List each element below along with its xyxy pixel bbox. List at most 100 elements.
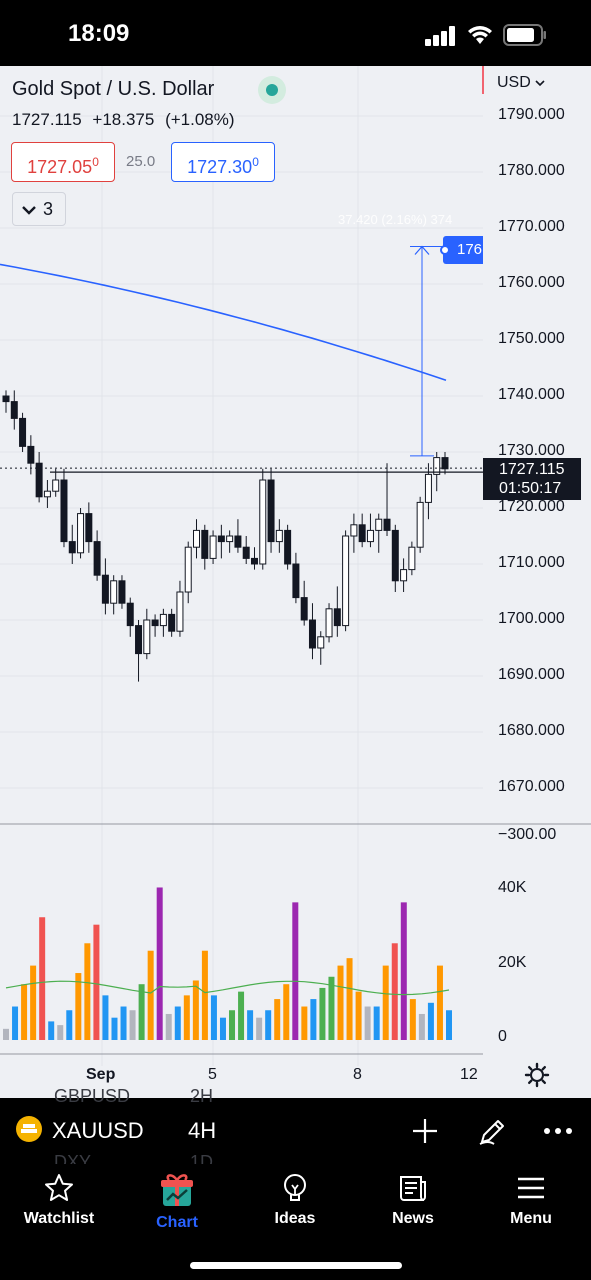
change-abs: +18.375: [92, 110, 155, 129]
candle-body: [201, 529, 209, 559]
candle-body: [234, 535, 242, 548]
candle-body: [383, 518, 391, 531]
chart-area[interactable]: Gold Spot / U.S. Dollar 1727.115 +18.375…: [0, 66, 591, 1098]
price-axis-tick: 1740.000: [498, 386, 565, 403]
gift-chart-icon: [161, 1174, 193, 1206]
candle-body: [143, 619, 151, 655]
volume-bar: [247, 1010, 254, 1040]
tab-chart[interactable]: Chart: [127, 1172, 227, 1236]
ask-price: 1727.30: [187, 157, 253, 177]
candle-body: [308, 619, 316, 649]
gold-bars-icon: [16, 1116, 42, 1142]
volume-bar: [400, 902, 407, 1040]
gear-icon[interactable]: [524, 1062, 550, 1088]
tab-menu[interactable]: Menu: [481, 1172, 581, 1236]
volume-bar: [409, 999, 416, 1040]
moving-average-line: [0, 263, 447, 382]
candle-body: [68, 541, 76, 554]
volume-bar: [21, 984, 28, 1040]
wifi-icon: [468, 26, 492, 44]
candle-body: [2, 395, 10, 403]
candle-body: [77, 513, 85, 554]
volume-bar: [102, 995, 109, 1040]
tab-label: News: [392, 1210, 434, 1227]
interval[interactable]: 4H: [188, 1118, 217, 1143]
candle-body: [52, 479, 60, 492]
volume-bar: [328, 976, 335, 1040]
candle-body: [292, 563, 300, 599]
time-axis-tick: 12: [460, 1066, 478, 1083]
volume-bar: [229, 1010, 236, 1040]
candle-body: [226, 535, 234, 543]
price-axis-tick: 1710.000: [498, 554, 565, 571]
candle-body: [35, 462, 43, 498]
candle-body: [135, 625, 143, 655]
volume-bar: [436, 965, 443, 1040]
tab-label: Watchlist: [23, 1210, 95, 1227]
symbol-title[interactable]: Gold Spot / U.S. Dollar: [12, 78, 215, 100]
volume-bar: [39, 917, 46, 1040]
candle-body: [424, 473, 432, 503]
pencil-icon[interactable]: [478, 1116, 508, 1146]
candle-body: [10, 401, 18, 419]
indicators-toggle-button[interactable]: 3: [12, 192, 66, 226]
volume-bar: [210, 995, 217, 1040]
volume-bar: [183, 995, 190, 1040]
chevron-down-icon: [22, 206, 36, 215]
volume-bar: [274, 999, 281, 1040]
price-axis-tick: 1700.000: [498, 610, 565, 627]
buy-button[interactable]: 1727.300: [171, 142, 275, 182]
candle-body: [375, 518, 383, 531]
current-price-value: 1727.115: [499, 461, 565, 478]
volume-bar: [165, 1013, 172, 1040]
interval-picker-prev[interactable]: 2H: [190, 1086, 214, 1106]
candle-body: [433, 457, 441, 475]
measure-label: 37.420 (2.16%) 374: [338, 212, 453, 227]
candle-body: [391, 529, 399, 582]
volume-bar: [355, 991, 362, 1040]
symbol-bar: GBPUSD 2H DXY 1D XAUUSD 4H: [0, 1086, 591, 1172]
volume-bar: [427, 1002, 434, 1040]
hamburger-icon: [518, 1177, 544, 1199]
price-axis-tick: 1770.000: [498, 218, 565, 235]
target-handle[interactable]: [440, 245, 450, 255]
tab-ideas[interactable]: Ideas: [245, 1172, 345, 1236]
time-axis-tick: Sep: [86, 1066, 116, 1083]
volume-bar: [346, 958, 353, 1040]
candle-body: [333, 608, 341, 627]
candle-body: [110, 580, 118, 604]
more-icon[interactable]: [543, 1116, 573, 1146]
tab-label: Ideas: [274, 1210, 316, 1227]
candle-body: [193, 529, 201, 548]
candle-body: [250, 557, 258, 565]
candle-body: [350, 524, 358, 537]
tab-watchlist[interactable]: Watchlist: [9, 1172, 109, 1236]
volume-bar: [12, 1006, 19, 1040]
tab-news[interactable]: News: [363, 1172, 463, 1236]
candle-body: [416, 501, 424, 548]
candle-body: [259, 479, 267, 565]
plus-icon[interactable]: [410, 1116, 440, 1146]
last-price: 1727.115: [12, 110, 82, 129]
volume-bar: [120, 1006, 127, 1040]
candle-body: [358, 524, 366, 543]
candle-body: [118, 580, 126, 604]
volume-bar: [382, 965, 389, 1040]
symbol-name[interactable]: XAUUSD: [52, 1118, 144, 1143]
sell-button[interactable]: 1727.050: [11, 142, 115, 182]
tab-bar: Watchlist Chart Ideas News Menu: [0, 1164, 591, 1280]
volume-bar: [256, 1017, 263, 1040]
volume-bar: [319, 987, 326, 1040]
market-open-dot-icon: [258, 76, 286, 104]
volume-axis-tick: 0: [498, 1028, 507, 1045]
clock: 18:09: [68, 20, 130, 47]
symbol-picker-prev[interactable]: GBPUSD: [54, 1086, 131, 1106]
currency-selector[interactable]: USD: [497, 74, 545, 92]
candle-body: [242, 546, 250, 559]
candle-body: [93, 541, 101, 576]
volume-bar: [301, 1006, 308, 1040]
volume-bar: [156, 887, 163, 1040]
chart-canvas[interactable]: [0, 66, 591, 1098]
price-axis-tick: 1730.000: [498, 442, 565, 459]
